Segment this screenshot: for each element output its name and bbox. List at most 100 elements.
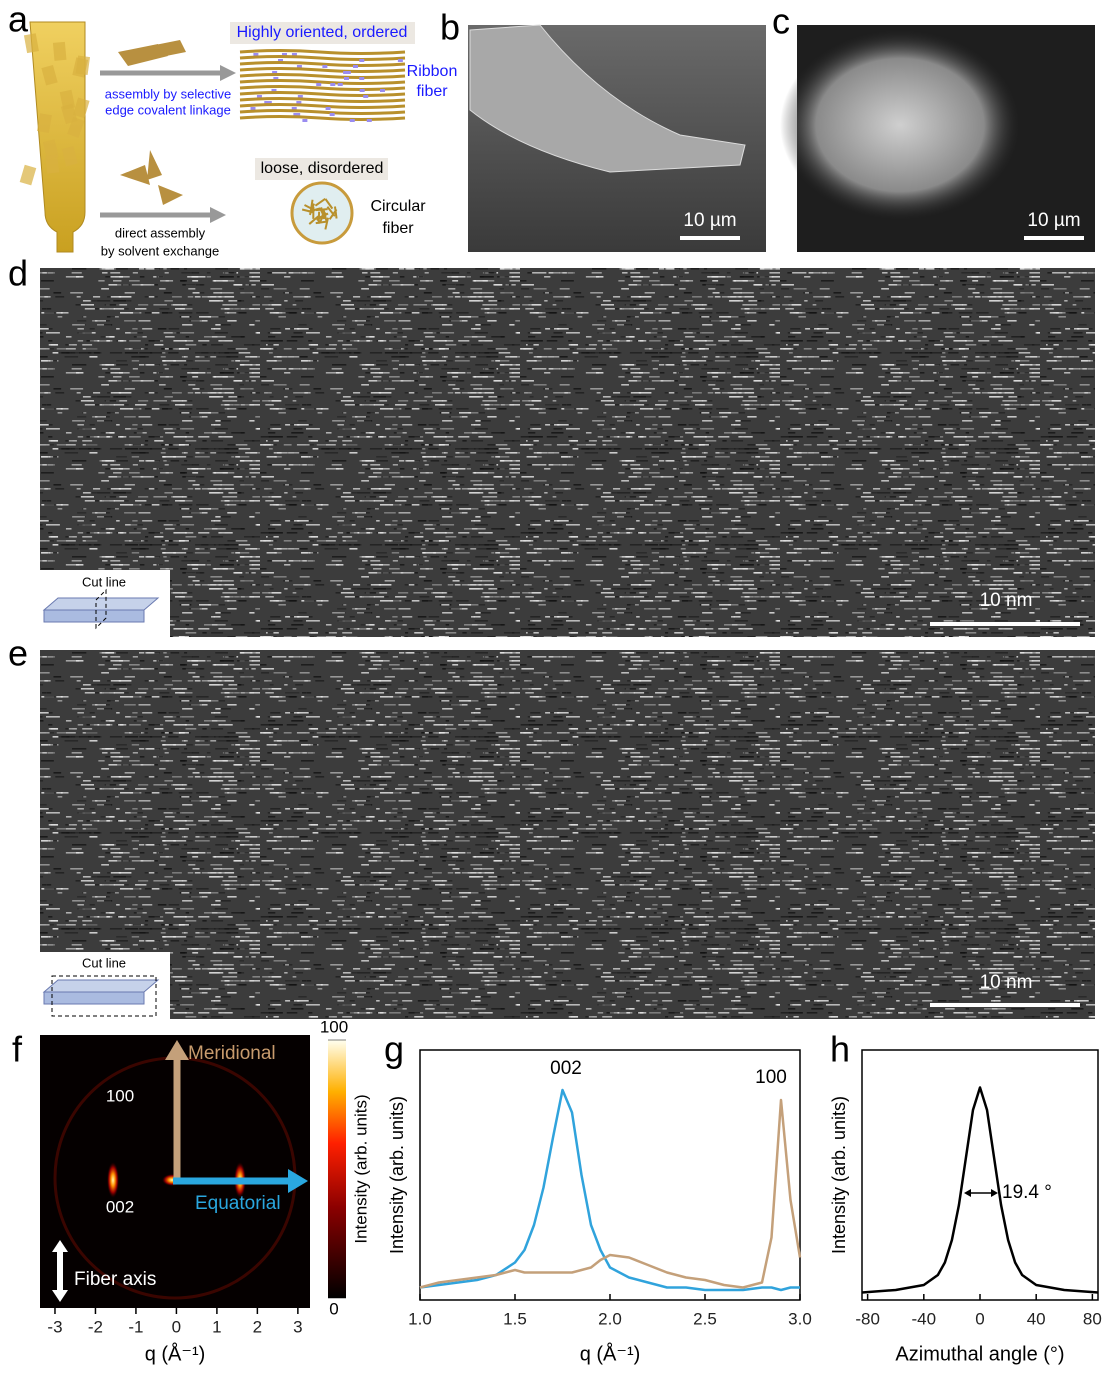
link <box>316 83 322 86</box>
link <box>256 95 262 98</box>
flake <box>72 97 90 119</box>
arrow-head <box>165 1040 189 1060</box>
link <box>397 59 403 62</box>
flake <box>75 55 91 75</box>
syringe <box>29 21 86 253</box>
link <box>322 65 328 68</box>
data-line <box>419 1098 802 1289</box>
ribbon-line <box>239 79 406 85</box>
arrow-caption: edge covalent linkage <box>105 102 231 117</box>
x-axis-label: Azimuthal angle (°) <box>895 1343 1064 1365</box>
ribbon-line <box>239 49 406 55</box>
panel-label: e <box>8 633 28 674</box>
title-bg <box>230 22 415 44</box>
flake <box>59 89 76 110</box>
ribbon-line <box>239 67 406 73</box>
flake <box>41 65 58 86</box>
colorbar-tick-label: 0 <box>329 1299 338 1318</box>
arrow-head <box>210 207 226 223</box>
circular-fiber <box>780 30 1020 220</box>
x-tick-label: 0 <box>172 1317 181 1336</box>
x-tick-label: 2.5 <box>693 1309 717 1328</box>
x-tick-label: 40 <box>1027 1309 1046 1328</box>
x-tick-label: -40 <box>912 1309 937 1328</box>
flake-line <box>333 206 338 219</box>
arrow-caption: assembly by selective <box>105 86 231 101</box>
x-tick-label: 80 <box>1083 1309 1102 1328</box>
link <box>264 101 270 104</box>
annotation: 002 <box>550 1058 582 1079</box>
link <box>343 77 349 80</box>
inset-label: Cut line <box>82 955 126 970</box>
labels: a b c d e f g h Highly oriented, ordered… <box>8 0 1081 1290</box>
link <box>281 53 287 56</box>
link <box>345 71 351 74</box>
ribbon-line <box>239 61 406 67</box>
link <box>359 89 365 92</box>
scale-bar-label: 10 µm <box>683 210 736 231</box>
link <box>273 77 279 80</box>
flake <box>52 41 67 61</box>
reflection <box>107 1162 119 1198</box>
ribbon-line <box>239 115 406 121</box>
fiber-axis-arrow <box>52 1240 68 1302</box>
scale-bar-label: 10 µm <box>1027 210 1080 231</box>
ribbon-fiber <box>469 24 746 173</box>
link <box>343 71 349 74</box>
link <box>363 95 369 98</box>
flake <box>23 33 39 54</box>
link <box>297 95 303 98</box>
panel-label: b <box>440 7 460 48</box>
x-tick-label: 1.0 <box>408 1309 432 1328</box>
flake-line <box>308 215 319 225</box>
slab <box>42 597 160 611</box>
link <box>266 101 272 104</box>
flake <box>37 113 52 134</box>
link <box>291 107 297 110</box>
colorbar-tick-label: 100 <box>320 1017 348 1036</box>
link <box>250 107 256 110</box>
link <box>272 71 278 74</box>
panel-label: h <box>830 1029 850 1070</box>
x-tick-label: 2.0 <box>598 1309 622 1328</box>
flake <box>118 40 186 66</box>
equatorial-label: Equatorial <box>195 1193 281 1214</box>
flake-line <box>324 217 329 230</box>
circular-label: fiber <box>382 220 414 237</box>
annotation: 19.4 ° <box>1002 1182 1052 1203</box>
flake <box>45 154 60 174</box>
ribbon-line <box>239 85 406 91</box>
arrow-head <box>964 1189 998 1197</box>
tem-image <box>40 268 1095 637</box>
flake-line <box>315 220 328 225</box>
flake-line <box>304 204 316 212</box>
flake-line <box>322 209 328 222</box>
x-tick-label: -3 <box>47 1317 62 1336</box>
panel-label: g <box>384 1029 404 1070</box>
link <box>349 119 355 122</box>
slab <box>43 609 145 623</box>
link <box>296 65 302 68</box>
fiber-axis-label: Fiber axis <box>74 1269 156 1290</box>
link <box>291 53 297 56</box>
title-bg <box>255 158 388 180</box>
scale-bar <box>1024 236 1084 240</box>
panel-label: c <box>772 1 790 42</box>
meridional-label: Meridional <box>188 1043 276 1064</box>
link <box>337 83 343 86</box>
panel-label: a <box>8 0 29 40</box>
arrow-caption: by solvent exchange <box>101 243 220 258</box>
x-axis-label: q (Å⁻¹) <box>580 1342 641 1365</box>
colorbar <box>328 1040 346 1298</box>
link <box>330 83 336 86</box>
arrow-head <box>288 1169 308 1193</box>
panel-label: d <box>8 253 28 294</box>
ribbon-line <box>239 109 406 115</box>
cut-line <box>51 975 157 1017</box>
link <box>359 59 365 62</box>
disordered-title: loose, disordered <box>261 160 384 177</box>
x-axis-label: q (Å⁻¹) <box>145 1342 206 1365</box>
link <box>359 77 365 80</box>
link <box>293 113 299 116</box>
